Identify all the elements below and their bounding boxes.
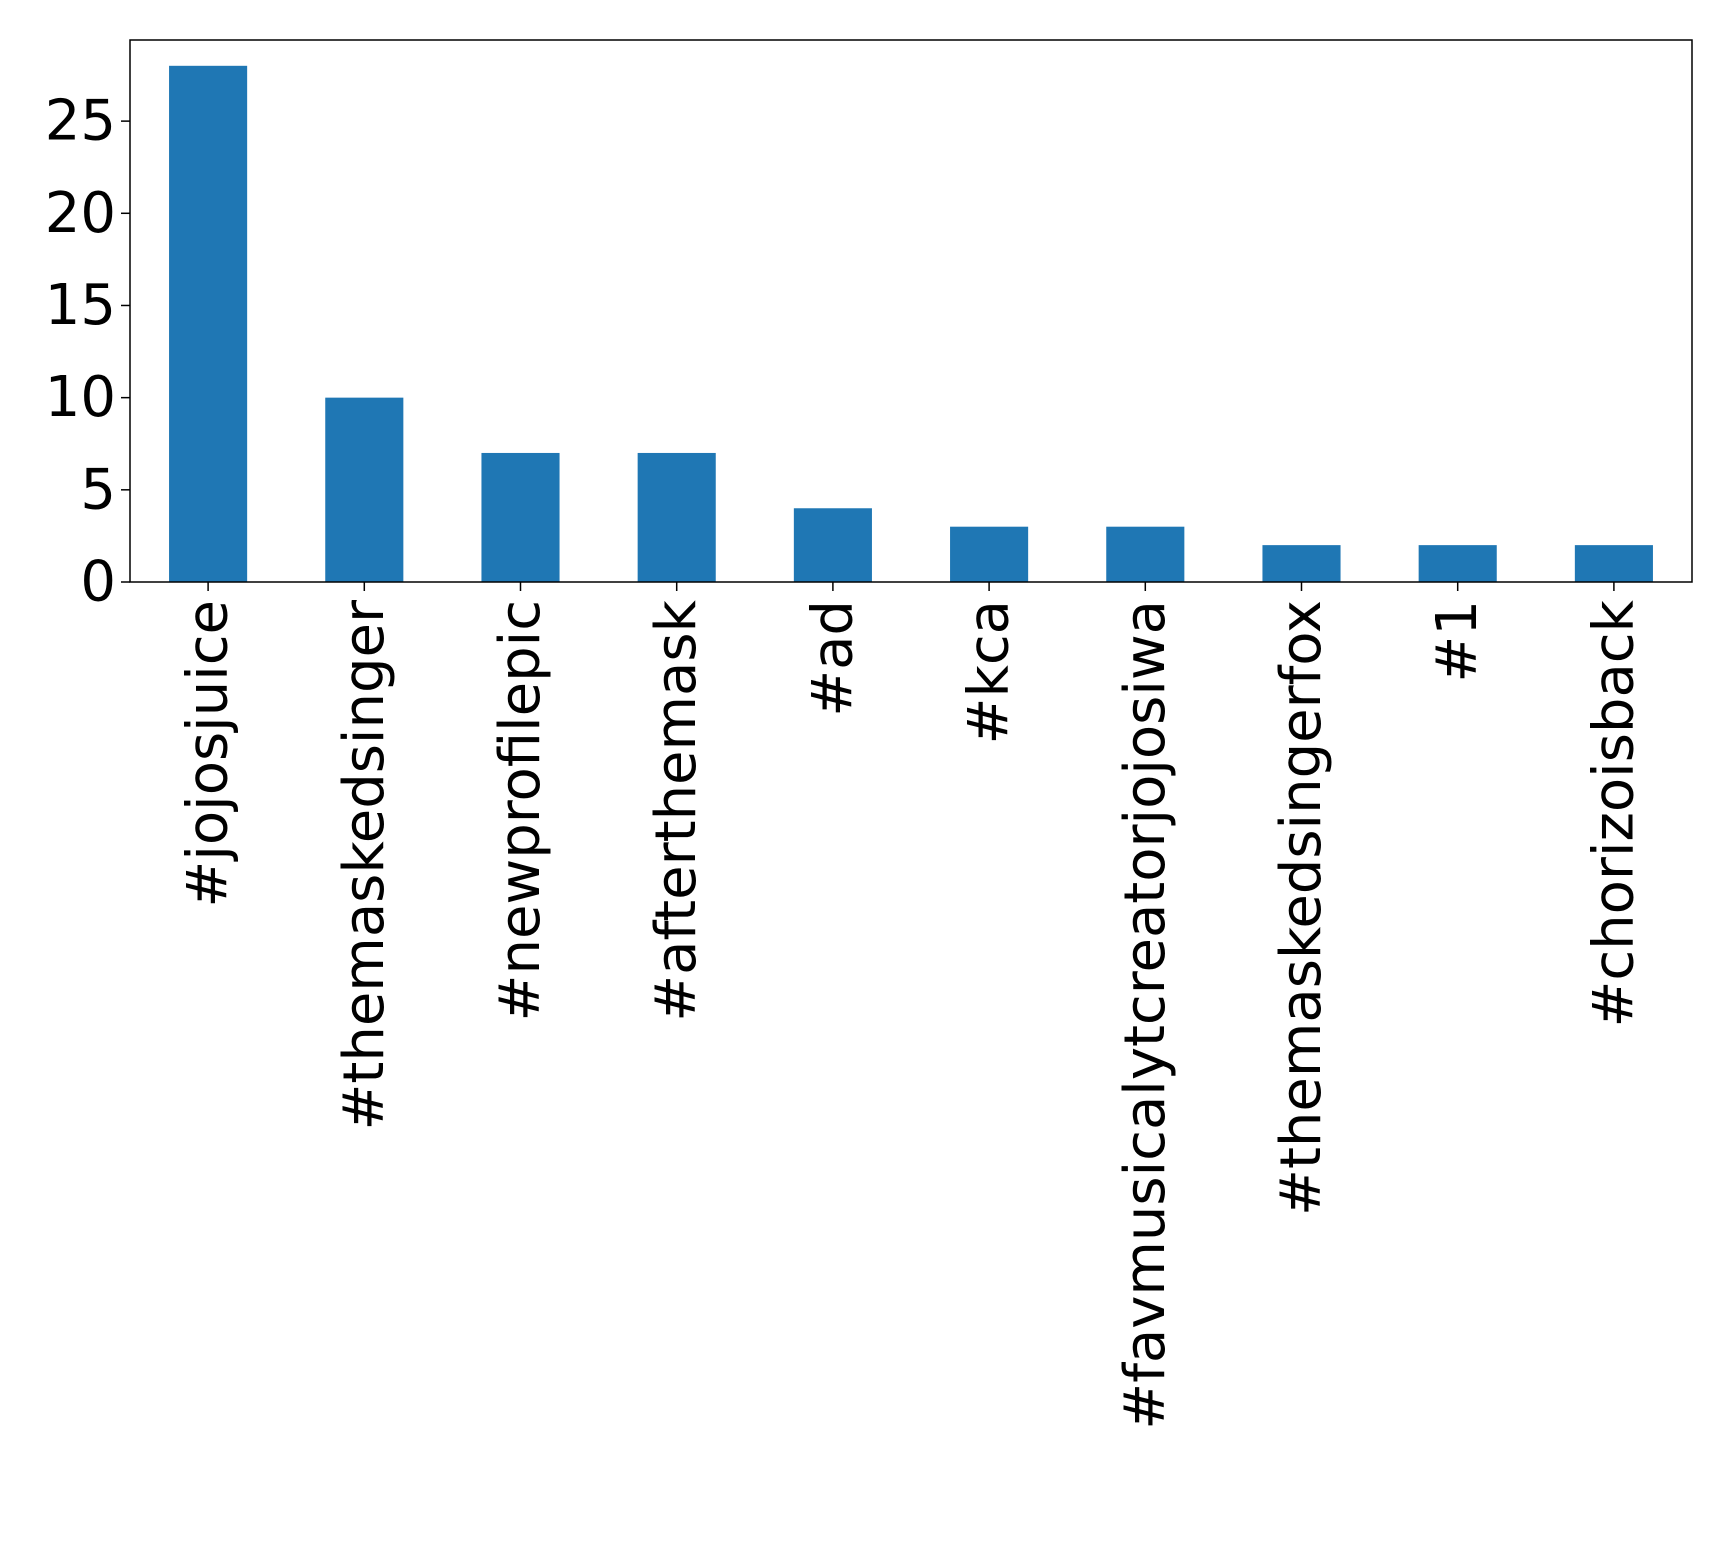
y-tick-label: 10 [45, 365, 116, 430]
x-tick-label: #afterthemask [644, 599, 709, 1021]
bar-ad [793, 508, 872, 582]
y-tick-label: 5 [80, 457, 116, 522]
x-tick-label: #jojosjuice [176, 600, 241, 908]
bar-afterthemask [637, 452, 716, 582]
bar-jojosjuice [169, 65, 248, 583]
x-tick-label: #themaskedsingerfox [1269, 600, 1334, 1216]
bar-kca [950, 526, 1029, 582]
x-tick-label: #kca [957, 600, 1022, 744]
y-tick-label: 20 [45, 181, 116, 246]
y-tick-label: 15 [45, 273, 116, 338]
x-tick-label: #chorizoisback [1581, 599, 1646, 1027]
x-tick-label: #ad [800, 600, 865, 717]
x-tick-label: #favmusicalytcreatorjojosiwa [1113, 600, 1178, 1430]
x-tick-label: #newprofilepic [488, 600, 553, 1021]
bar-themaskedsingerfox [1262, 545, 1341, 582]
bar-newprofilepic [481, 452, 560, 582]
x-tick-label: #1 [1425, 600, 1490, 683]
y-tick-label: 25 [45, 89, 116, 154]
y-axis: 0 5 10 15 20 25 [45, 89, 130, 615]
bars-layer [169, 65, 1653, 583]
bar-themaskedsinger [325, 397, 404, 582]
x-tick-label: #themaskedsinger [332, 599, 397, 1131]
bar-chorizoisback [1574, 545, 1653, 582]
plot-frame [129, 39, 1693, 583]
bar-1 [1418, 545, 1497, 582]
bar-favmusicalytcreatorjojosiwa [1106, 526, 1185, 582]
x-axis: #jojosjuice #themaskedsinger #newprofilepi… [176, 582, 1646, 1430]
y-tick-label: 0 [80, 550, 116, 615]
